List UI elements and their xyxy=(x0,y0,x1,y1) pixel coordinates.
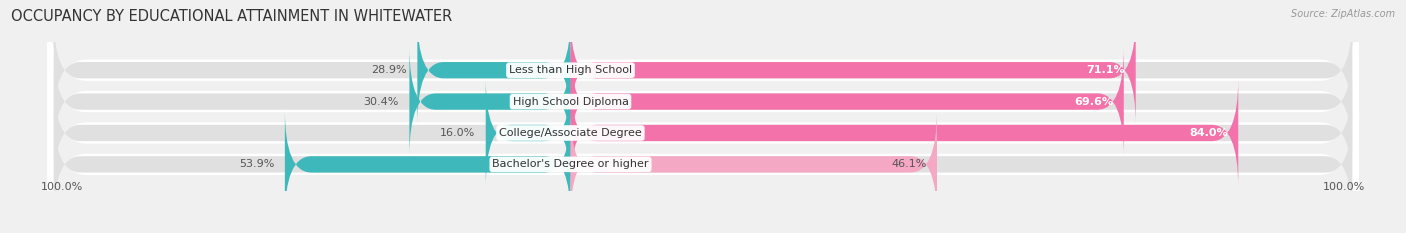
FancyBboxPatch shape xyxy=(418,16,571,125)
Text: 53.9%: 53.9% xyxy=(239,159,274,169)
Text: 71.1%: 71.1% xyxy=(1087,65,1125,75)
Text: 46.1%: 46.1% xyxy=(891,159,927,169)
Text: 84.0%: 84.0% xyxy=(1189,128,1227,138)
FancyBboxPatch shape xyxy=(53,47,1353,156)
FancyBboxPatch shape xyxy=(485,78,571,188)
Text: Less than High School: Less than High School xyxy=(509,65,633,75)
FancyBboxPatch shape xyxy=(571,47,1123,156)
Text: 28.9%: 28.9% xyxy=(371,65,406,75)
FancyBboxPatch shape xyxy=(53,78,1353,188)
Text: Bachelor's Degree or higher: Bachelor's Degree or higher xyxy=(492,159,648,169)
Text: High School Diploma: High School Diploma xyxy=(513,97,628,106)
Text: 30.4%: 30.4% xyxy=(363,97,399,106)
Text: College/Associate Degree: College/Associate Degree xyxy=(499,128,643,138)
Text: OCCUPANCY BY EDUCATIONAL ATTAINMENT IN WHITEWATER: OCCUPANCY BY EDUCATIONAL ATTAINMENT IN W… xyxy=(11,9,453,24)
FancyBboxPatch shape xyxy=(571,78,1239,188)
FancyBboxPatch shape xyxy=(48,18,1358,185)
Text: 100.0%: 100.0% xyxy=(41,182,83,192)
Text: 16.0%: 16.0% xyxy=(440,128,475,138)
Text: 69.6%: 69.6% xyxy=(1074,97,1114,106)
Text: 100.0%: 100.0% xyxy=(1323,182,1365,192)
Text: Source: ZipAtlas.com: Source: ZipAtlas.com xyxy=(1291,9,1395,19)
FancyBboxPatch shape xyxy=(48,81,1358,233)
FancyBboxPatch shape xyxy=(285,110,571,219)
FancyBboxPatch shape xyxy=(571,16,1136,125)
FancyBboxPatch shape xyxy=(53,16,1353,125)
FancyBboxPatch shape xyxy=(571,110,936,219)
FancyBboxPatch shape xyxy=(48,49,1358,216)
FancyBboxPatch shape xyxy=(48,0,1358,154)
FancyBboxPatch shape xyxy=(53,110,1353,219)
FancyBboxPatch shape xyxy=(409,47,571,156)
